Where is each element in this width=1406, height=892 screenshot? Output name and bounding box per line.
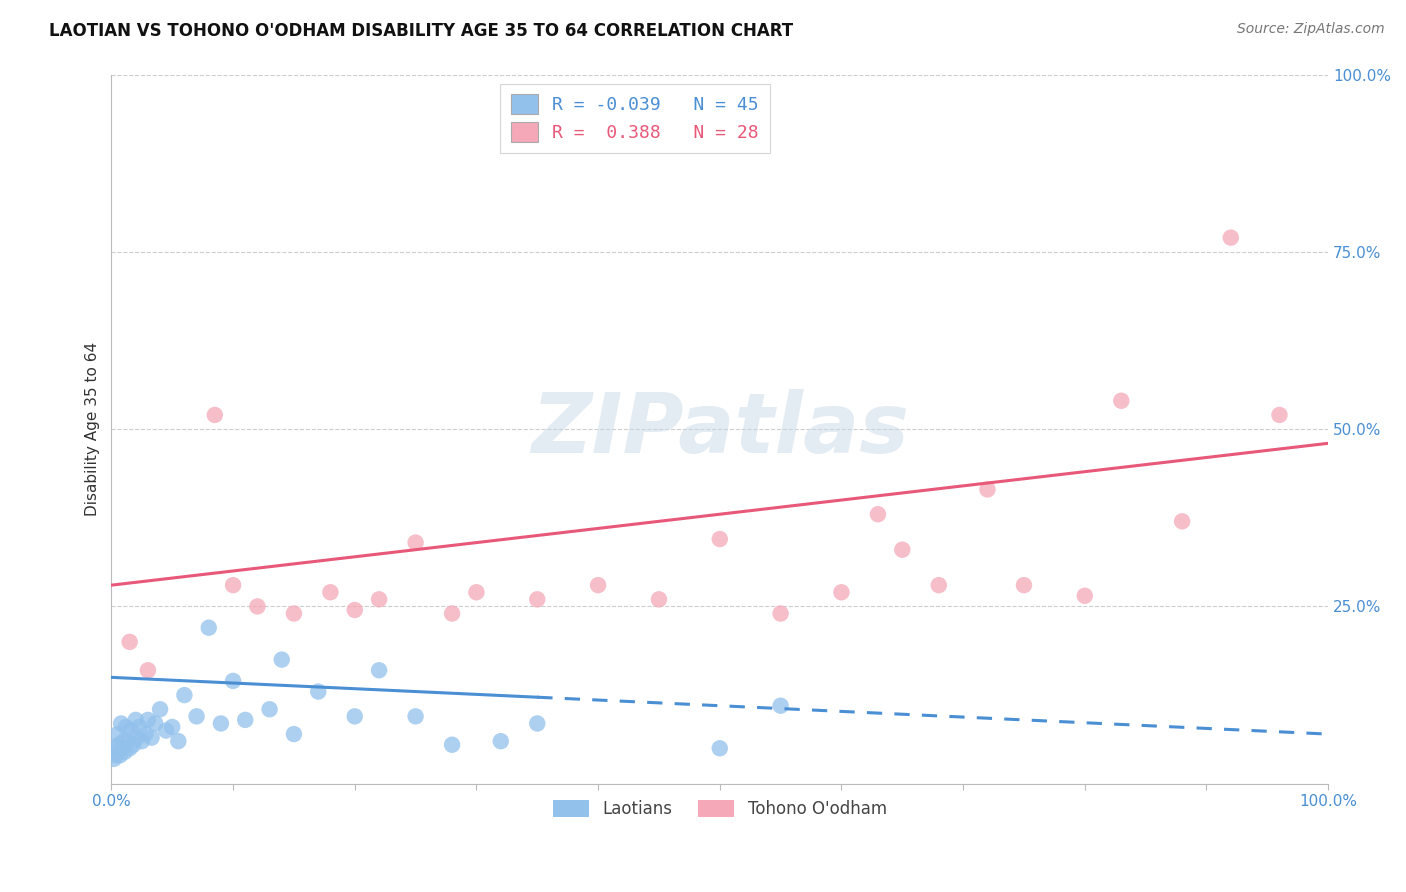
Point	[118, 741, 141, 756]
Point	[283, 607, 305, 621]
Point	[141, 731, 163, 745]
Point	[586, 578, 609, 592]
Point	[107, 738, 129, 752]
Point	[120, 723, 142, 738]
Point	[105, 748, 128, 763]
Point	[526, 592, 548, 607]
Text: LAOTIAN VS TOHONO O'ODHAM DISABILITY AGE 35 TO 64 CORRELATION CHART: LAOTIAN VS TOHONO O'ODHAM DISABILITY AGE…	[49, 22, 793, 40]
Point	[167, 734, 190, 748]
Point	[368, 592, 391, 607]
Point	[103, 752, 125, 766]
Point	[108, 748, 131, 763]
Point	[709, 532, 731, 546]
Point	[976, 483, 998, 497]
Text: Source: ZipAtlas.com: Source: ZipAtlas.com	[1237, 22, 1385, 37]
Point	[111, 741, 134, 756]
Point	[155, 723, 177, 738]
Point	[112, 734, 135, 748]
Point	[830, 585, 852, 599]
Point	[769, 607, 792, 621]
Point	[405, 709, 427, 723]
Point	[104, 741, 127, 756]
Point	[115, 720, 138, 734]
Text: ZIPatlas: ZIPatlas	[531, 389, 908, 469]
Point	[209, 716, 232, 731]
Point	[441, 607, 464, 621]
Point	[489, 734, 512, 748]
Point	[246, 599, 269, 614]
Point	[222, 673, 245, 688]
Point	[107, 727, 129, 741]
Point	[204, 408, 226, 422]
Point	[118, 635, 141, 649]
Point	[122, 738, 145, 752]
Point	[709, 741, 731, 756]
Point	[866, 507, 889, 521]
Point	[115, 734, 138, 748]
Point	[270, 652, 292, 666]
Point	[441, 738, 464, 752]
Point	[114, 745, 136, 759]
Point	[343, 709, 366, 723]
Y-axis label: Disability Age 35 to 64: Disability Age 35 to 64	[86, 342, 100, 516]
Point	[405, 535, 427, 549]
Point	[343, 603, 366, 617]
Point	[173, 688, 195, 702]
Point	[136, 713, 159, 727]
Point	[162, 720, 184, 734]
Point	[259, 702, 281, 716]
Legend: Laotians, Tohono O'odham: Laotians, Tohono O'odham	[546, 794, 893, 825]
Point	[134, 727, 156, 741]
Point	[125, 713, 148, 727]
Point	[149, 702, 172, 716]
Point	[128, 720, 150, 734]
Point	[1074, 589, 1097, 603]
Point	[283, 727, 305, 741]
Point	[465, 585, 488, 599]
Point	[1219, 230, 1241, 244]
Point	[222, 578, 245, 592]
Point	[1111, 393, 1133, 408]
Point	[1171, 514, 1194, 528]
Point	[233, 713, 256, 727]
Point	[891, 542, 914, 557]
Point	[143, 716, 166, 731]
Point	[136, 663, 159, 677]
Point	[1268, 408, 1291, 422]
Point	[307, 684, 329, 698]
Point	[110, 716, 132, 731]
Point	[125, 731, 148, 745]
Point	[928, 578, 950, 592]
Point	[769, 698, 792, 713]
Point	[131, 734, 153, 748]
Point	[648, 592, 671, 607]
Point	[1012, 578, 1035, 592]
Point	[197, 621, 219, 635]
Point	[368, 663, 391, 677]
Point	[186, 709, 208, 723]
Point	[319, 585, 342, 599]
Point	[526, 716, 548, 731]
